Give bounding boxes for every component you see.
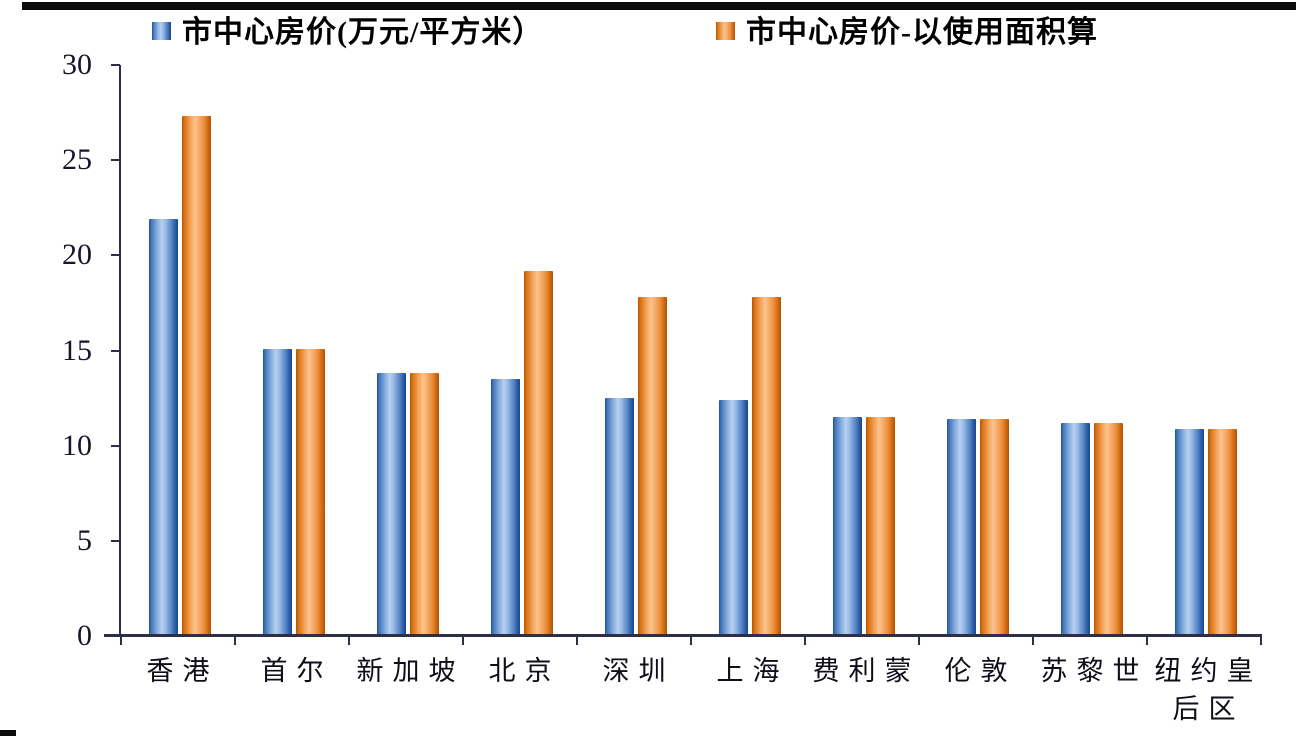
y-tick <box>111 635 120 637</box>
x-category-label-line: 深圳 <box>602 656 675 686</box>
legend-item-blue: 市中心房价(万元/平方米） <box>152 14 543 52</box>
x-category-label-line: 纽约皇 <box>1154 656 1263 686</box>
bar-orange-2 <box>410 373 439 634</box>
bar-blue-4 <box>605 398 634 634</box>
x-tick <box>1146 636 1148 645</box>
bar-blue-3 <box>491 379 520 634</box>
y-tick <box>111 539 120 542</box>
x-tick <box>690 636 692 645</box>
bottom-left-mark <box>0 730 16 736</box>
x-category-label: 纽约皇 后区 <box>1127 652 1281 728</box>
top-border-bar <box>22 2 1296 10</box>
x-category-label-line: 新加坡 <box>356 656 465 686</box>
bar-blue-9 <box>1175 429 1204 634</box>
x-tick <box>1032 636 1034 645</box>
bar-orange-9 <box>1208 429 1237 634</box>
x-tick <box>348 636 350 645</box>
x-category-label: 香港 <box>101 652 255 690</box>
bar-orange-7 <box>980 419 1009 634</box>
x-tick <box>234 636 236 645</box>
legend-swatch-orange-icon <box>716 22 735 40</box>
x-category-label: 伦敦 <box>899 652 1053 690</box>
x-category-label-line: 首尔 <box>260 656 333 686</box>
bar-orange-1 <box>296 349 325 634</box>
y-tick <box>111 254 120 257</box>
bar-blue-1 <box>263 349 292 634</box>
x-category-label-line: 上海 <box>716 656 789 686</box>
bar-blue-2 <box>377 373 406 634</box>
x-tick <box>1260 636 1262 645</box>
x-category-label: 苏黎世 <box>1013 652 1167 690</box>
bar-blue-0 <box>149 219 178 634</box>
x-category-label: 新加坡 <box>329 652 483 690</box>
y-tick <box>111 349 120 352</box>
x-tick <box>918 636 920 645</box>
x-category-label: 深圳 <box>557 652 711 690</box>
x-category-label-line: 伦敦 <box>944 656 1017 686</box>
y-tick-label: 5 <box>77 523 92 557</box>
y-axis-line <box>119 65 121 636</box>
y-tick-label: 20 <box>62 238 92 272</box>
bar-orange-4 <box>638 297 667 634</box>
y-tick-label: 15 <box>62 333 92 367</box>
x-axis-line <box>104 634 1262 637</box>
bar-orange-8 <box>1094 423 1123 634</box>
bar-orange-0 <box>182 116 211 634</box>
x-category-label-line: 北京 <box>488 656 561 686</box>
bar-blue-8 <box>1061 423 1090 634</box>
bar-orange-5 <box>752 297 781 634</box>
x-category-label: 首尔 <box>215 652 369 690</box>
y-tick-label: 30 <box>62 48 92 81</box>
bar-blue-5 <box>719 400 748 634</box>
legend-swatch-blue-icon <box>152 22 171 40</box>
y-tick-label: 0 <box>77 619 92 652</box>
legend-label-blue: 市中心房价(万元/平方米） <box>182 16 544 49</box>
x-category-label: 费利蒙 <box>785 652 939 690</box>
y-tick <box>111 64 120 66</box>
x-category-label-line: 香港 <box>146 656 219 686</box>
legend-item-orange: 市中心房价-以使用面积算 <box>716 14 1098 52</box>
x-tick <box>462 636 464 645</box>
x-tick <box>576 636 578 645</box>
x-category-label-line: 苏黎世 <box>1040 656 1149 686</box>
x-tick <box>120 636 122 645</box>
x-tick <box>804 636 806 645</box>
y-tick <box>111 159 120 162</box>
bar-orange-6 <box>866 417 895 634</box>
bar-orange-3 <box>524 271 553 634</box>
y-tick-label: 25 <box>62 143 92 177</box>
x-category-label: 上海 <box>671 652 825 690</box>
x-category-label-line: 费利蒙 <box>812 656 921 686</box>
y-tick <box>111 444 120 447</box>
legend-label-orange: 市中心房价-以使用面积算 <box>746 16 1098 49</box>
x-category-label: 北京 <box>443 652 597 690</box>
y-tick-label: 10 <box>62 428 92 462</box>
bar-blue-7 <box>947 419 976 634</box>
x-category-label-line: 后区 <box>1172 694 1245 724</box>
bar-blue-6 <box>833 417 862 634</box>
